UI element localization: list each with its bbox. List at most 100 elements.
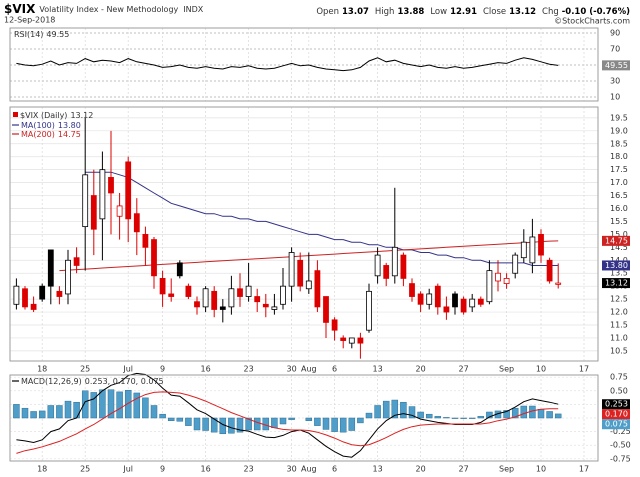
candle-body [13, 285, 20, 305]
quote-value: -0.10 (-0.76%) [562, 7, 630, 17]
last-value-label: 14.75 [605, 236, 628, 245]
macd-histogram-bar [382, 400, 390, 419]
macd-histogram-bar [210, 417, 218, 433]
macd-histogram-bar [236, 417, 244, 433]
candle-body [237, 288, 243, 297]
candle-body [159, 278, 166, 295]
security-name: Volatility Index - New Methodology [39, 5, 178, 14]
macd-histogram-bar [271, 417, 278, 429]
macd-histogram-bar [21, 407, 29, 419]
candle-body [90, 195, 97, 230]
y-tick-label: 19.5 [610, 113, 628, 122]
candle-body [142, 233, 149, 248]
candle-body [108, 177, 114, 194]
macd-histogram-bar [357, 417, 364, 424]
legend-name: MA(200) [21, 130, 55, 139]
candle-body [168, 293, 175, 297]
y-tick-label: 10 [610, 93, 620, 102]
last-value-box [602, 419, 630, 430]
candle-body [194, 301, 200, 308]
macd-histogram-bar [185, 417, 192, 426]
macd-histogram-bar [511, 407, 519, 419]
candle-body [477, 298, 484, 305]
legend-entry: $VIX (Daily) 13.12 [20, 111, 93, 120]
legend-value: 13.80 [58, 121, 81, 130]
quote: Open 13.07 High 13.88 Low 12.91 Close 13.12 Chg -… [316, 7, 630, 17]
legend-value: 14.75 [58, 130, 81, 139]
macd-histogram-bar [425, 413, 433, 419]
candle-body [434, 285, 441, 308]
legend-entry: MA(200) 14.75 [21, 130, 81, 139]
macd-histogram-bar [443, 417, 450, 419]
candle-body [529, 236, 536, 264]
legend-value: 13.12 [70, 111, 93, 120]
x-tick-label: 16 [201, 465, 211, 474]
last-value-box [602, 235, 630, 246]
copyright: ©StockCharts.com [554, 17, 630, 26]
y-tick-label: 11.5 [610, 321, 628, 330]
y-tick-label: 11.0 [610, 333, 628, 342]
macd-histogram-bar [142, 397, 149, 419]
y-tick-label: 15.0 [610, 230, 628, 239]
x-tick-label: 6 [332, 365, 337, 374]
legend-value: 0.253, 0.170, 0.075 [85, 377, 164, 386]
macd-histogram-bar [38, 410, 46, 419]
symbol: $VIX [4, 2, 36, 16]
candle-body [348, 337, 355, 344]
candle-body [30, 303, 37, 310]
x-tick-label: 13 [373, 365, 383, 374]
candle-body [202, 288, 209, 308]
last-value-box [602, 409, 630, 420]
candle-body [374, 254, 381, 277]
y-tick-label: 13.5 [610, 269, 628, 278]
macd-histogram-bar [546, 411, 553, 419]
x-tick-label: 20 [416, 365, 426, 374]
y-tick-label: 19.0 [610, 126, 628, 135]
candle-body [460, 298, 467, 313]
candle-body [331, 319, 338, 331]
last-value-box [602, 260, 630, 271]
candle-body [340, 337, 347, 341]
candle-body [486, 270, 493, 303]
last-value-box [602, 60, 630, 71]
rsi-line [16, 57, 559, 72]
macd-histogram-bar [150, 405, 158, 419]
macd-histogram-bar [13, 404, 20, 419]
y-tick-label: 18.0 [610, 152, 628, 161]
quote-value: 13.12 [509, 7, 536, 17]
candle-body [211, 290, 218, 310]
candle-body [22, 288, 28, 308]
candle-body [65, 259, 71, 295]
macd-histogram-bar [193, 417, 201, 431]
legend-entry: RSI(14) 49.55 [14, 30, 69, 39]
macd-histogram-bar [408, 406, 416, 419]
macd-histogram-bar [159, 413, 166, 419]
panel [9, 27, 599, 102]
candle-body [151, 239, 157, 277]
moving-average-line [85, 171, 559, 266]
y-tick-label: 12.5 [610, 295, 628, 304]
y-tick-label: 16.5 [610, 191, 628, 200]
quote-label: Close [483, 7, 506, 17]
x-tick-label: 17 [579, 365, 589, 374]
candle-body [305, 280, 312, 290]
quote-value: 13.88 [397, 7, 424, 17]
last-value-label: 49.55 [605, 61, 628, 70]
x-tick-label: 16 [201, 365, 211, 374]
candle-body [314, 270, 321, 308]
x-tick-label: 20 [416, 465, 426, 474]
x-tick-label: 13 [373, 465, 383, 474]
candle-body [185, 285, 192, 297]
macd-histogram-bar [477, 416, 485, 419]
y-tick-label: 70 [610, 45, 620, 54]
x-tick-label: 9 [160, 465, 165, 474]
panel-border [9, 106, 599, 362]
macd-histogram-bar [451, 417, 459, 419]
legend-entry: MA(100) 13.80 [21, 121, 81, 130]
candle-body [288, 252, 295, 287]
x-tick-label: 10 [536, 365, 546, 374]
candle-body [366, 290, 372, 331]
x-tick-label: 25 [80, 365, 90, 374]
x-tick-label: Jul [122, 465, 133, 474]
exchange: INDX [183, 5, 204, 14]
